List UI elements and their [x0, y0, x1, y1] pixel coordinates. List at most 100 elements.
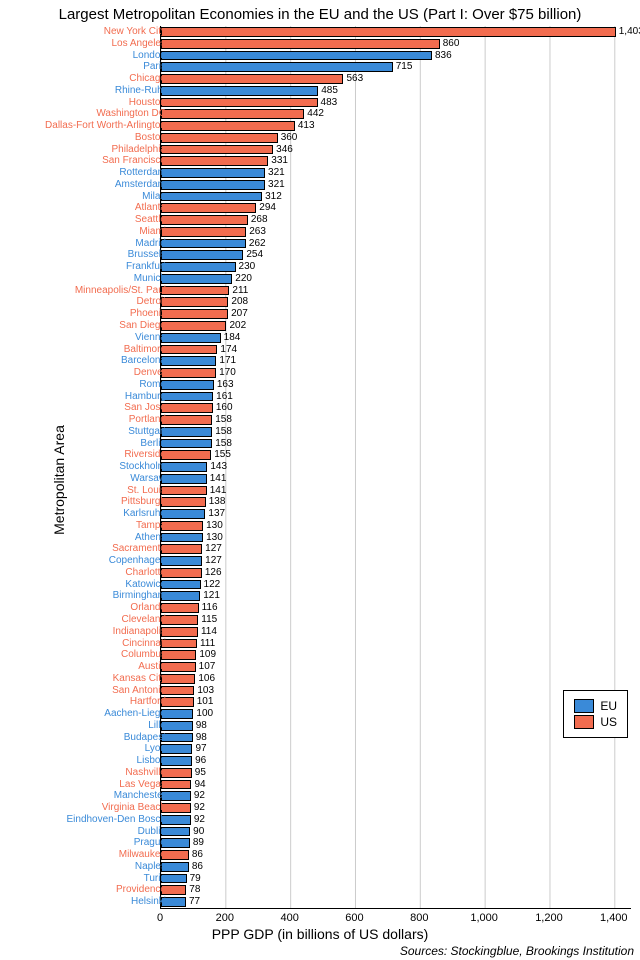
category-label: Turin: [144, 873, 166, 885]
x-tick-label: 1,000: [470, 912, 498, 924]
plot-area: 1,40386083671556348548344241336034633132…: [160, 26, 631, 909]
value-label: 78: [189, 884, 200, 896]
value-label: 715: [396, 61, 413, 73]
category-label: London: [133, 50, 166, 62]
bar-row: 331: [161, 155, 631, 167]
category-label: Hamburg: [125, 391, 166, 403]
category-label: Stockholm: [119, 461, 166, 473]
bar: [161, 62, 393, 72]
bar: [161, 156, 268, 166]
bar-row: 94: [161, 779, 631, 791]
category-label: Madrid: [135, 238, 166, 250]
bar: [161, 286, 229, 296]
bar: [161, 51, 432, 61]
category-label: Miami: [139, 226, 166, 238]
value-label: 158: [215, 426, 232, 438]
category-label: New York City: [104, 26, 166, 38]
category-label: Karlsruhe: [123, 508, 166, 520]
bar-row: 107: [161, 661, 631, 673]
category-label: Prague: [134, 837, 166, 849]
x-tick-label: 0: [157, 912, 163, 924]
bar: [161, 403, 213, 413]
value-label: 442: [307, 108, 324, 120]
category-label: Minneapolis/St. Paul: [75, 285, 166, 297]
category-label: Lisbon: [137, 755, 166, 767]
bar-row: 109: [161, 649, 631, 661]
category-label: Virginia Beach: [102, 802, 166, 814]
category-label: Stuttgart: [128, 426, 166, 438]
category-label: San Antonio: [112, 685, 166, 697]
bar: [161, 262, 236, 272]
value-label: 103: [197, 685, 214, 697]
x-axis-label: PPP GDP (in billions of US dollars): [0, 926, 640, 942]
bar: [161, 297, 228, 307]
bar-row: 92: [161, 802, 631, 814]
bar: [161, 427, 212, 437]
bar-row: 211: [161, 285, 631, 297]
category-label: Washington DC: [96, 108, 166, 120]
bar-row: 100: [161, 708, 631, 720]
value-label: 94: [194, 779, 205, 791]
category-label: Kansas City: [113, 673, 166, 685]
bar: [161, 615, 198, 625]
bar: [161, 121, 295, 131]
bar-row: 116: [161, 602, 631, 614]
bar: [161, 239, 246, 249]
category-label: Orlando: [130, 602, 166, 614]
bar-row: 126: [161, 567, 631, 579]
bar-row: 262: [161, 238, 631, 250]
bar-row: 127: [161, 543, 631, 555]
category-label: Cincinnati: [122, 638, 166, 650]
bar-row: 127: [161, 555, 631, 567]
bar-row: 170: [161, 367, 631, 379]
category-label: Berlin: [140, 438, 166, 450]
bar-row: 208: [161, 296, 631, 308]
category-label: Indianapolis: [113, 626, 166, 638]
bar-row: 90: [161, 826, 631, 838]
value-label: 158: [215, 414, 232, 426]
legend: EU US: [563, 690, 628, 738]
bar: [161, 109, 304, 119]
bar: [161, 203, 256, 213]
category-label: Munich: [134, 273, 166, 285]
category-label: Tampa: [136, 520, 166, 532]
bar-row: 836: [161, 50, 631, 62]
bar: [161, 309, 228, 319]
value-label: 92: [194, 814, 205, 826]
category-label: Phoenix: [130, 308, 166, 320]
bar-row: 98: [161, 732, 631, 744]
value-label: 155: [214, 449, 231, 461]
value-label: 77: [189, 896, 200, 908]
bar-row: 96: [161, 755, 631, 767]
bar: [161, 333, 221, 343]
category-label: San Diego: [119, 320, 166, 332]
bar-row: 95: [161, 767, 631, 779]
category-label: Barcelona: [121, 355, 166, 367]
value-label: 161: [216, 391, 233, 403]
category-label: Naples: [135, 861, 166, 873]
sources-text: Sources: Stockingblue, Brookings Institu…: [400, 944, 634, 958]
bar-row: 321: [161, 167, 631, 179]
value-label: 331: [271, 155, 288, 167]
bar-row: 563: [161, 73, 631, 85]
bar-row: 413: [161, 120, 631, 132]
bar: [161, 192, 262, 202]
bar: [161, 603, 199, 613]
bar-row: 312: [161, 191, 631, 203]
category-label: Seattle: [135, 214, 166, 226]
legend-swatch-eu: [574, 699, 594, 713]
bar-row: 130: [161, 520, 631, 532]
value-label: 137: [208, 508, 225, 520]
category-label: Rotterdam: [119, 167, 166, 179]
bar: [161, 439, 212, 449]
bar-row: 160: [161, 402, 631, 414]
bar: [161, 486, 207, 496]
category-label: San Jose: [124, 402, 166, 414]
bar: [161, 345, 217, 355]
category-label: Riverside: [124, 449, 166, 461]
category-label: Sacramento: [112, 543, 166, 555]
bar-row: 111: [161, 638, 631, 650]
value-label: 263: [249, 226, 266, 238]
category-label: Budapest: [124, 732, 166, 744]
bar-row: 158: [161, 426, 631, 438]
